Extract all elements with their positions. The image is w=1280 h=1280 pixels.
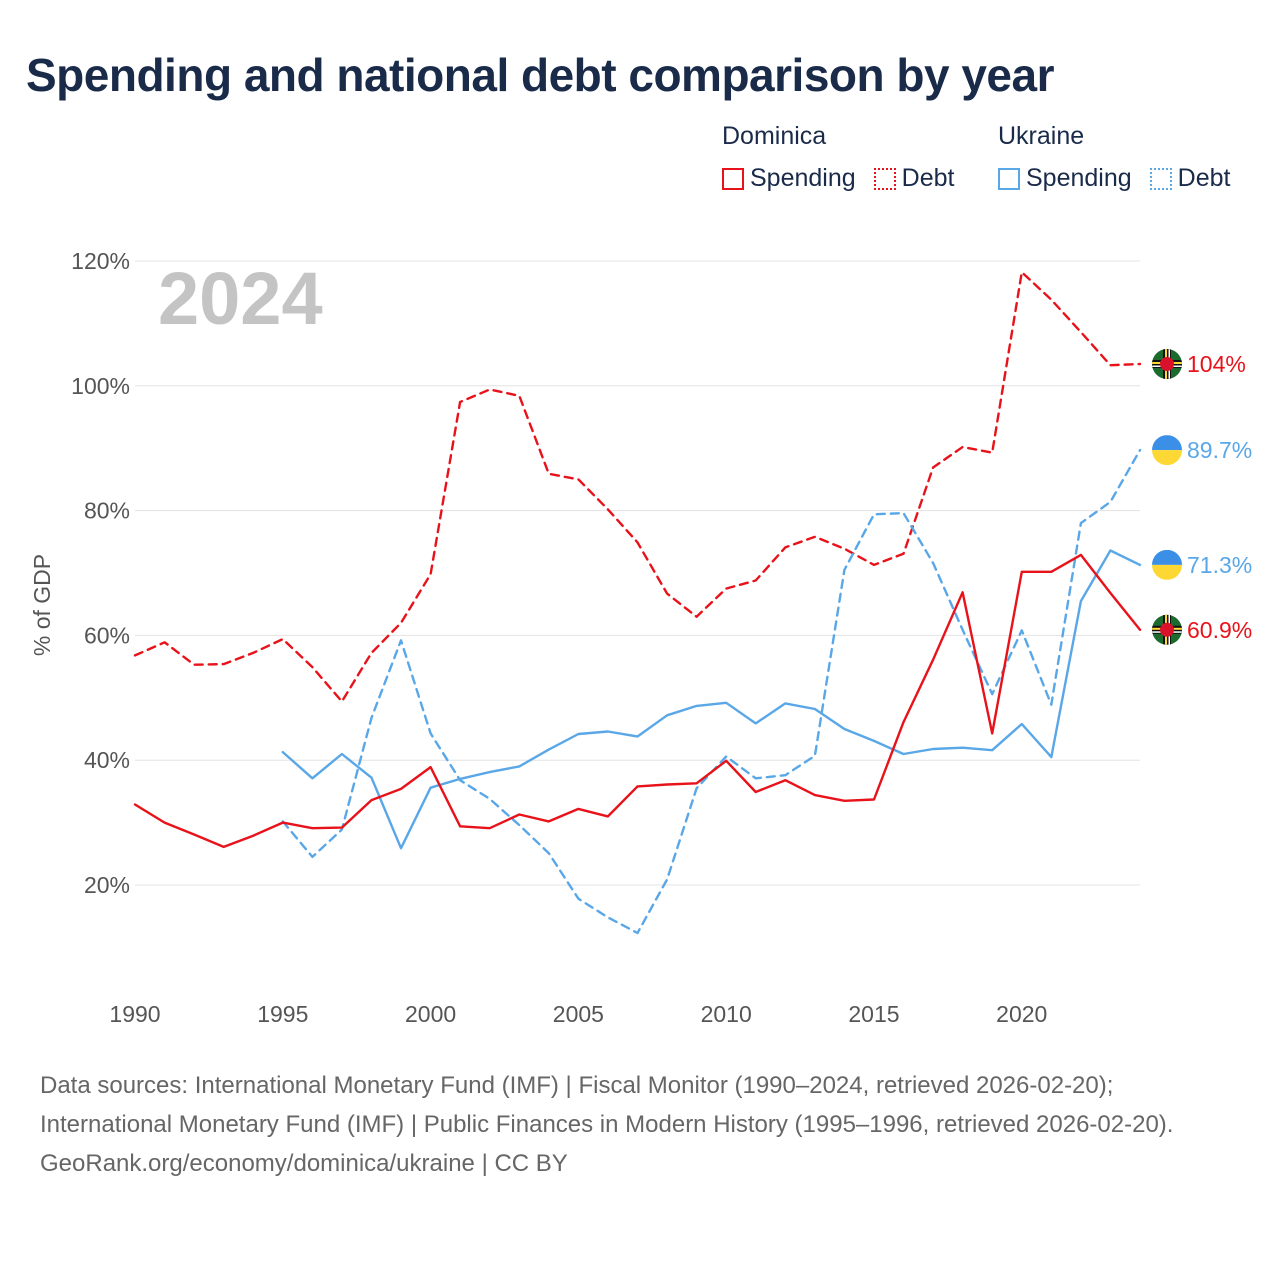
end-label-ukraine-spending: 71.3% — [1187, 552, 1252, 578]
x-tick-label-2010: 2010 — [701, 1001, 752, 1027]
legend-ukraine-spending[interactable]: Spending — [998, 164, 1132, 193]
legend-ukraine-debt[interactable]: Debt — [1149, 164, 1231, 193]
dominica-flag-icon — [1152, 349, 1182, 379]
series-line-ukraine-debt[interactable] — [281, 448, 1142, 935]
legend-ukraine-spending-swatch — [998, 167, 1020, 190]
footer-source: Data sources: International Monetary Fun… — [40, 1072, 1174, 1138]
legend-ukraine-title: Ukraine — [998, 122, 1085, 150]
end-label-dominica-spending: 60.9% — [1187, 617, 1252, 643]
legend-dominica-spending-label: Spending — [750, 164, 856, 192]
x-tick-label-2015: 2015 — [848, 1001, 899, 1027]
y-tick-label-60: 60% — [84, 622, 130, 648]
series-line-dominica-spending[interactable] — [133, 553, 1142, 849]
legend-dominica-debt[interactable]: Debt — [873, 164, 955, 193]
series-line-ukraine-spending[interactable] — [281, 549, 1142, 850]
end-label-dominica-debt: 104% — [1187, 351, 1246, 377]
legend-dominica-spending-swatch — [722, 167, 744, 190]
y-tick-label-20: 20% — [84, 872, 130, 898]
y-axis-label: % of GDP — [29, 554, 55, 656]
legend-ukraine-spending-label: Spending — [1026, 164, 1132, 192]
x-tick-label-2000: 2000 — [405, 1001, 456, 1027]
end-label-ukraine-debt: 89.7% — [1187, 437, 1252, 463]
y-tick-label-40: 40% — [84, 747, 130, 773]
series-line-dominica-debt[interactable] — [133, 271, 1142, 703]
y-tick-label-120: 120% — [71, 248, 130, 274]
x-tick-label-1990: 1990 — [109, 1001, 160, 1027]
ukraine-flag-icon — [1152, 435, 1182, 466]
chart-plot: 2024 20% 40% 60% 80% 100% 120% 1990 1995 2000 200… — [29, 248, 1252, 1027]
legend-ukraine: Ukraine Spending Debt — [998, 122, 1230, 193]
legend-dominica-spending[interactable]: Spending — [722, 164, 856, 193]
x-tick-label-2020: 2020 — [996, 1001, 1047, 1027]
footer: Data sources: International Monetary Fun… — [40, 1066, 1240, 1183]
legend-dominica-debt-label: Debt — [901, 164, 955, 192]
legend-ukraine-debt-label: Debt — [1177, 164, 1231, 192]
year-watermark: 2024 — [158, 257, 323, 340]
footer-credit: GeoRank.org/economy/dominica/ukraine | C… — [40, 1150, 568, 1177]
legend-dominica-title: Dominica — [722, 122, 827, 150]
legend-ukraine-debt-swatch — [1149, 167, 1172, 190]
chart-title: Spending and national debt comparison by… — [26, 49, 1055, 101]
dominica-flag-icon — [1152, 614, 1182, 645]
y-tick-label-100: 100% — [71, 373, 130, 399]
legend-dominica-debt-swatch — [873, 167, 896, 190]
y-tick-label-80: 80% — [84, 498, 130, 524]
legend-dominica: Dominica Spending Debt — [722, 122, 954, 193]
x-tick-label-2005: 2005 — [553, 1001, 604, 1027]
ukraine-flag-icon — [1152, 549, 1182, 580]
x-tick-label-1995: 1995 — [257, 1001, 308, 1027]
